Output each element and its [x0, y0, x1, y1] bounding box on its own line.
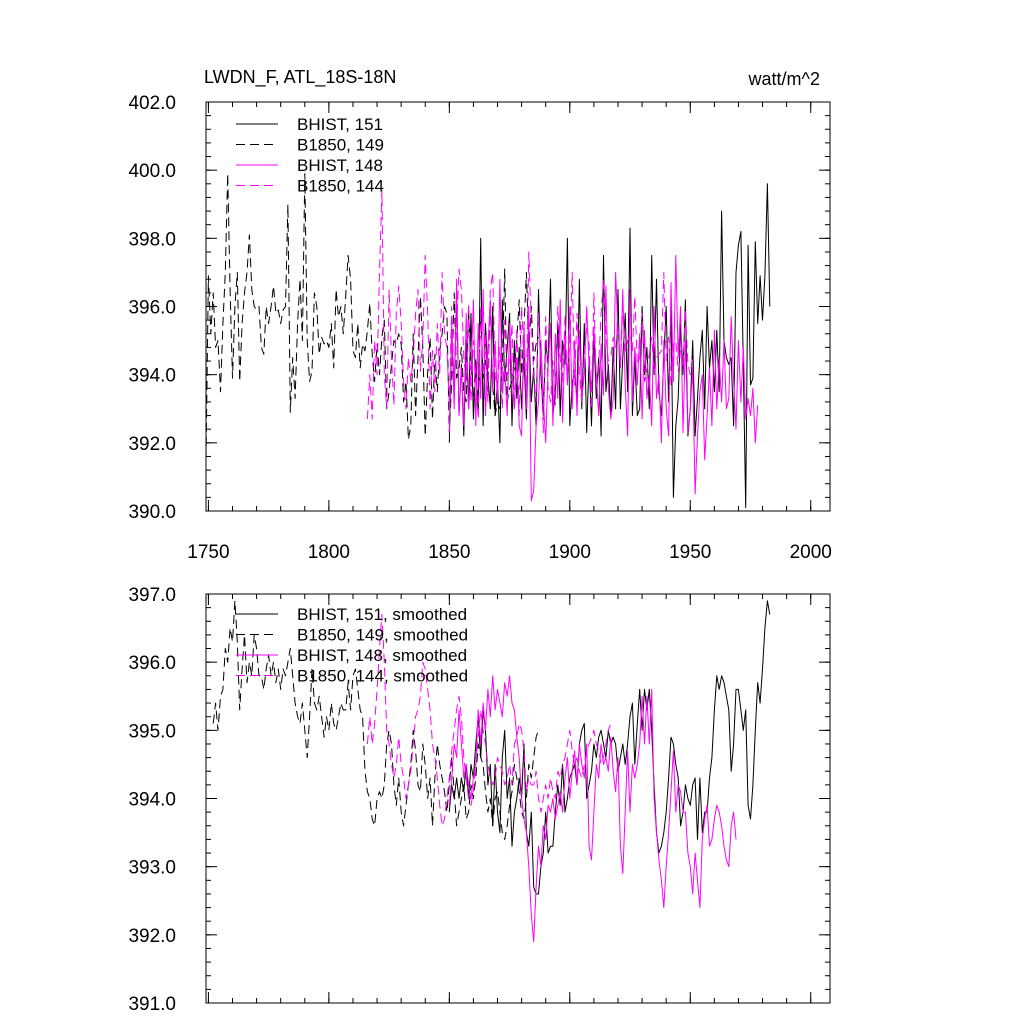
x-tick-label: 2000 [790, 542, 832, 563]
y-tick-label: 391.0 [128, 994, 176, 1015]
units-label: watt/m^2 [748, 69, 820, 89]
series-line-1 [448, 600, 771, 895]
y-tick-label: 395.0 [128, 721, 176, 742]
y-tick-label: 392.0 [128, 434, 176, 455]
legend-label: BHIST, 151 [297, 115, 383, 134]
y-tick-label: 397.0 [128, 585, 176, 606]
series-line-3 [448, 254, 759, 502]
series-line-3 [448, 675, 737, 943]
legend-label: BHIST, 148 [297, 156, 383, 175]
legend-label: BHIST, 148, smoothed [297, 646, 467, 665]
legend-label: BHIST, 151, smoothed [297, 605, 467, 624]
y-tick-label: 394.0 [128, 790, 176, 811]
legend-label: B1850, 149 [297, 136, 384, 155]
x-tick-label: 1950 [669, 542, 711, 563]
x-tick-label: 1750 [187, 542, 229, 563]
series-line-2 [206, 173, 539, 460]
y-tick-label: 390.0 [128, 502, 176, 523]
x-tick-label: 1800 [308, 542, 350, 563]
y-tick-label: 402.0 [128, 93, 176, 114]
chart-title: LWDN_F, ATL_18S-18N [204, 67, 396, 88]
x-tick-label: 1850 [428, 542, 470, 563]
y-tick-label: 396.0 [128, 653, 176, 674]
y-tick-label: 393.0 [128, 858, 176, 879]
series-line-1 [448, 183, 771, 509]
x-tick-label: 1900 [549, 542, 591, 563]
y-tick-label: 392.0 [128, 926, 176, 947]
legend-label: B1850, 149, smoothed [297, 626, 468, 645]
series-line-4 [366, 614, 612, 827]
series-line-4 [366, 190, 694, 434]
y-tick-label: 394.0 [128, 366, 176, 387]
bottom-panel: 391.0 392.0 393.0 394.0 395.0 396.0 397.0 BHIST… [128, 585, 831, 1015]
legend-label: B1850, 144 [297, 177, 384, 196]
y-tick-label: 396.0 [128, 298, 176, 319]
top-panel: 390.0 392.0 394.0 396.0 398.0 400.0 402.0 1750 1… [128, 93, 831, 563]
legend-label: B1850, 144, smoothed [297, 667, 468, 686]
y-tick-label: 400.0 [128, 161, 176, 182]
y-tick-label: 398.0 [128, 229, 176, 250]
